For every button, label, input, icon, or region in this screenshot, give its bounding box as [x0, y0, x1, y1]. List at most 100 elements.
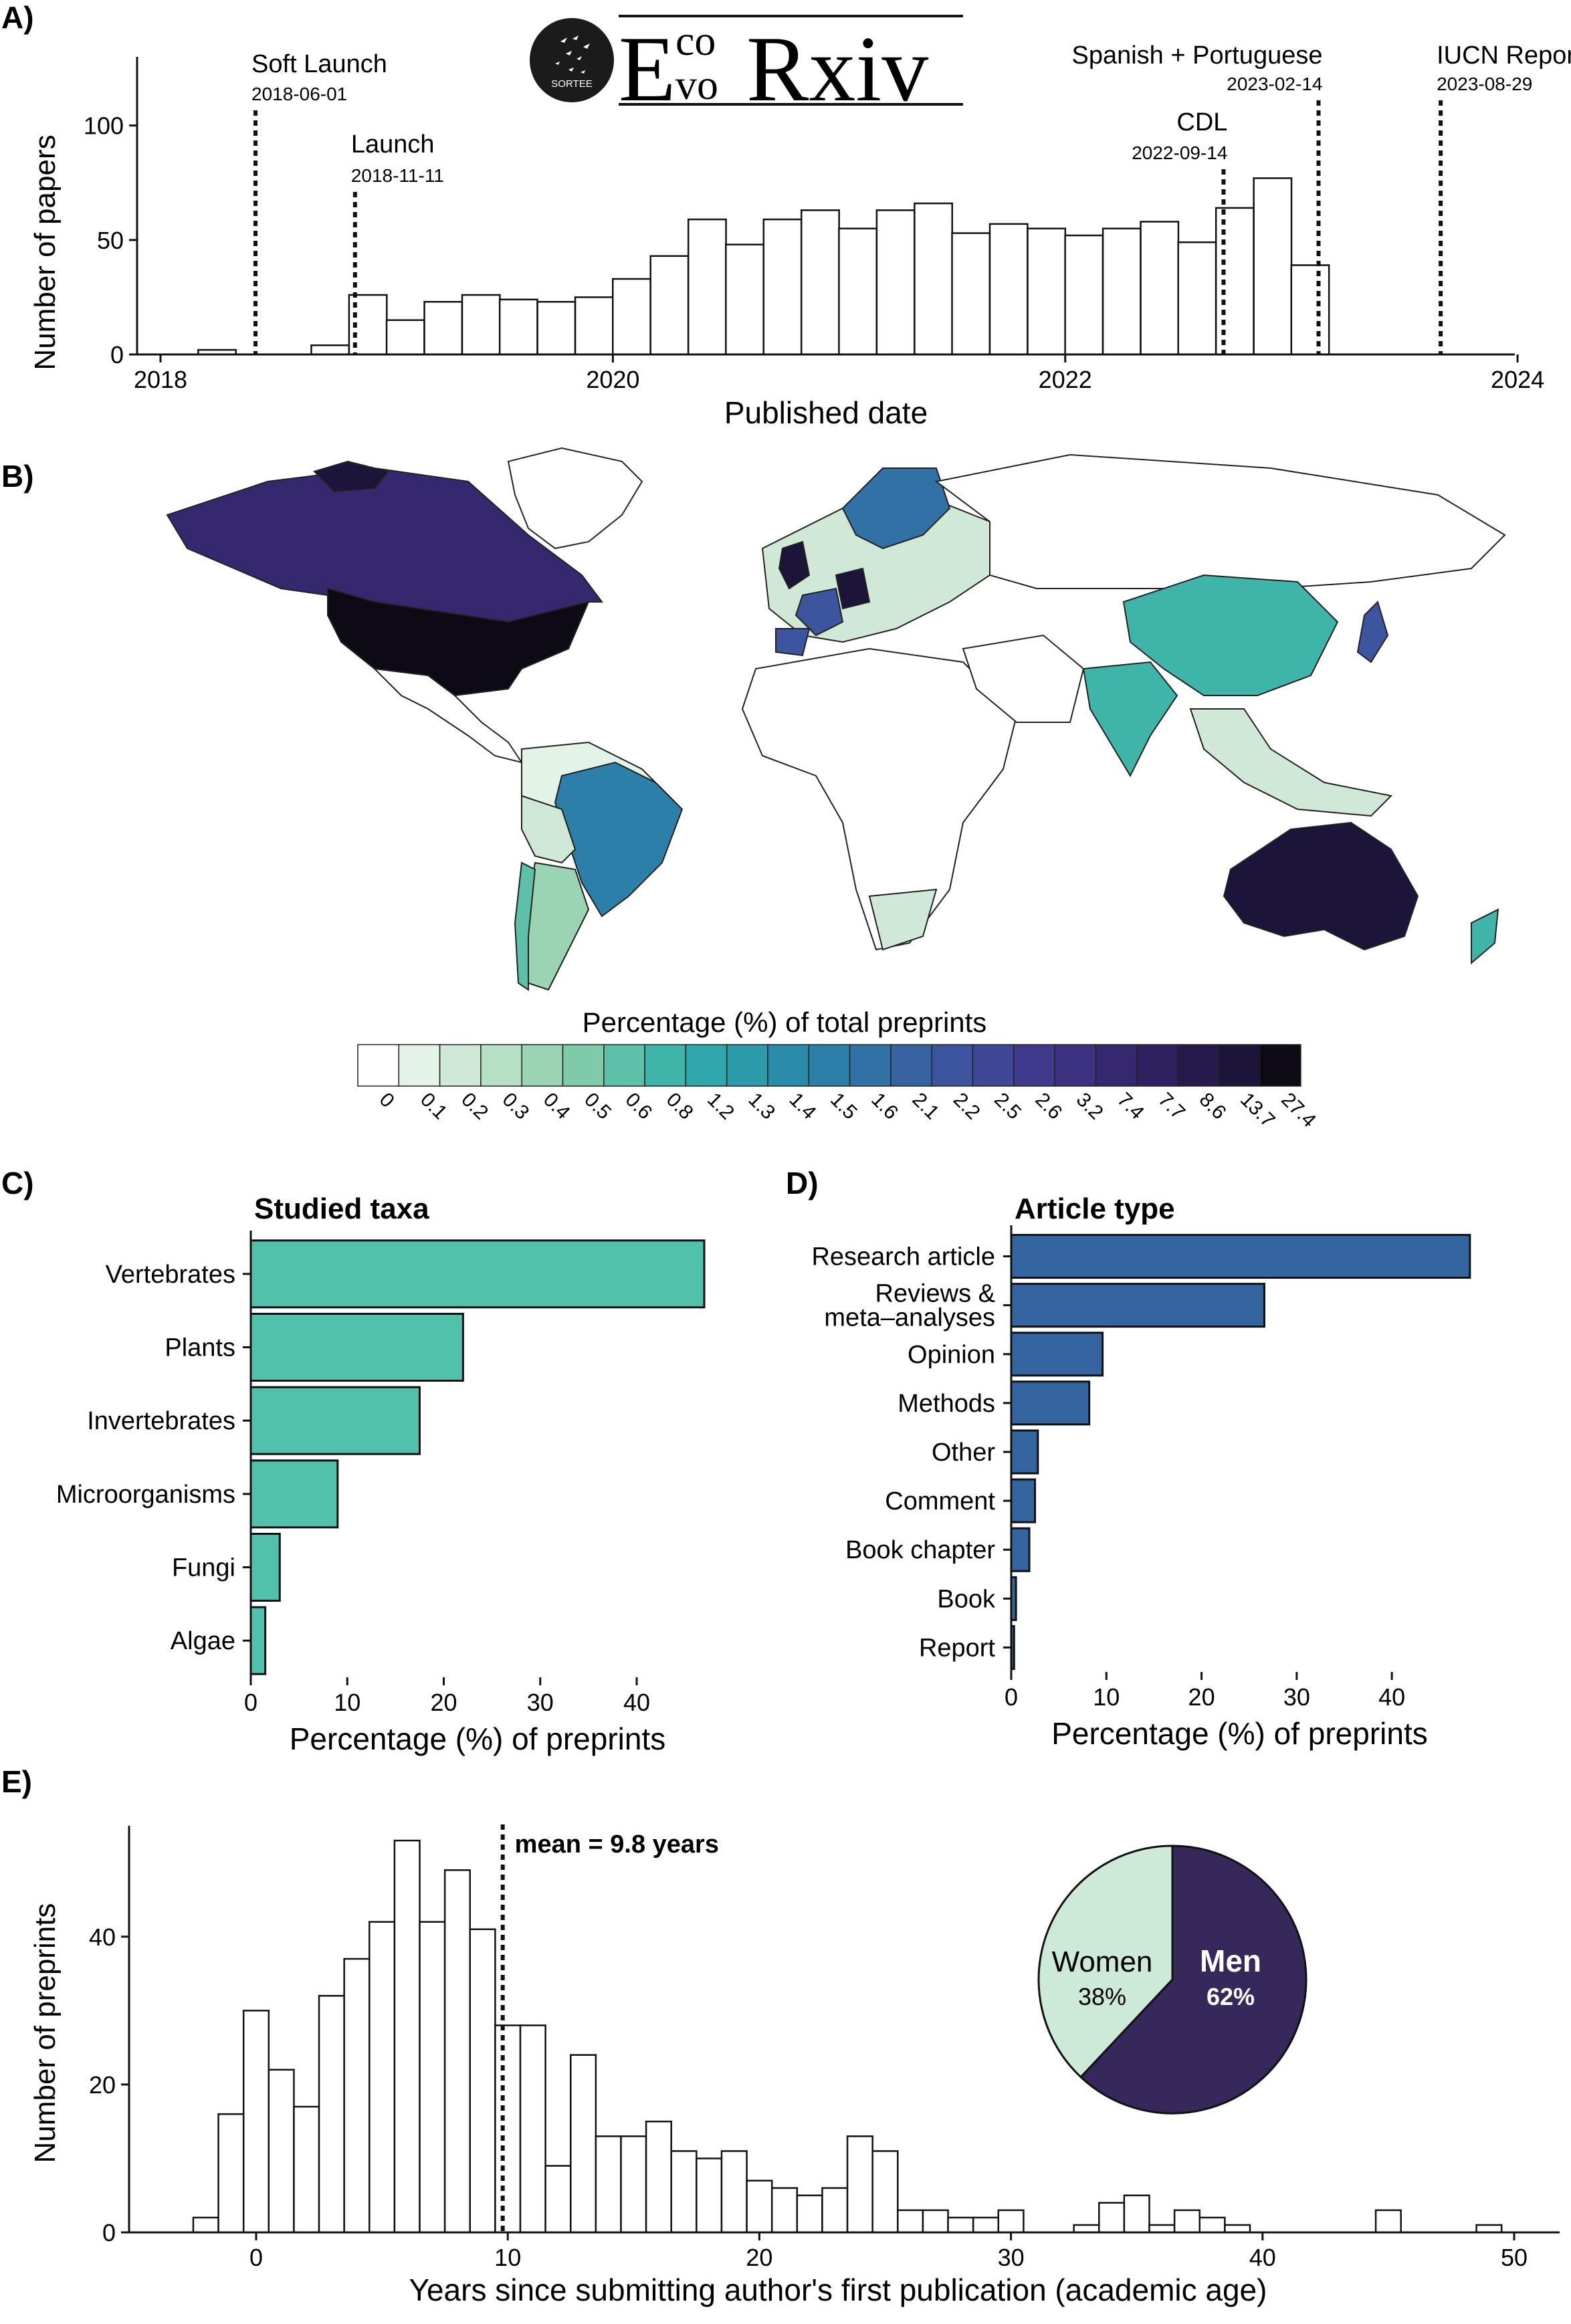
pie-slice-women	[1037, 1844, 1174, 2079]
histogram-bar	[988, 223, 1029, 356]
histogram-bar	[696, 2157, 723, 2234]
map-region-peru-bolivia	[521, 795, 577, 864]
histogram-bar	[461, 294, 501, 356]
histogram-bar	[922, 2209, 949, 2234]
panel-label-d: D)	[786, 1166, 819, 1200]
histogram-bar	[443, 1869, 472, 2234]
map-region-japan	[1356, 601, 1389, 663]
category-label: Plants	[165, 1334, 235, 1362]
event-date: 2018-06-01	[251, 84, 347, 104]
category-label: Invertebrates	[87, 1407, 235, 1435]
logo-letter-e: E	[619, 17, 676, 121]
panel-label-b: B)	[1, 459, 34, 494]
panel-b-world-map: Percentage (%) of total preprints 0 0.1 0.…	[166, 447, 1506, 1132]
histogram-bar	[620, 2135, 647, 2234]
legend-break-label: 27.4	[1277, 1089, 1320, 1132]
category-label: Reviews &	[875, 1280, 996, 1308]
legend-swatch	[439, 1044, 482, 1087]
legend-swatch	[357, 1044, 400, 1087]
legend-break-label: 0.6	[621, 1089, 657, 1124]
x-tick-label: 0	[1005, 1683, 1018, 1711]
x-tick-label: 0	[244, 1689, 257, 1716]
histogram-bar	[875, 209, 916, 356]
histogram-bar	[1064, 234, 1104, 356]
histogram-bar	[498, 298, 538, 356]
histogram-bar	[310, 344, 350, 356]
legend-break-label: 1.4	[785, 1089, 821, 1124]
category-label: Fungi	[172, 1554, 235, 1582]
logo-rxiv: Rxiv	[746, 17, 928, 121]
legend-break-label: 13.7	[1236, 1089, 1279, 1132]
legend-swatch	[931, 1044, 974, 1087]
histogram-bar	[293, 2105, 320, 2234]
logo-eco: co	[675, 17, 716, 64]
y-tick-label: 20	[89, 2071, 116, 2099]
category-label: Other	[932, 1439, 995, 1467]
histogram-bar	[1027, 227, 1067, 356]
x-tick-label: 2020	[586, 366, 639, 393]
histogram-bar	[645, 2120, 672, 2234]
pie-percent-women: 38%	[1078, 1983, 1126, 2010]
legend-break-label: 7.4	[1113, 1089, 1148, 1124]
category-label: Research article	[811, 1243, 995, 1271]
histogram-bar	[687, 218, 727, 356]
histogram-bar	[318, 1995, 345, 2234]
histogram-bar	[385, 319, 425, 356]
bar	[1010, 1332, 1104, 1377]
event-label: Spanish + Portuguese	[1071, 41, 1322, 70]
bar	[249, 1459, 339, 1529]
category-label: meta–analyses	[824, 1304, 995, 1332]
panel-label-c: C)	[1, 1166, 34, 1200]
histogram-bar	[1177, 241, 1217, 356]
histogram-bar	[1073, 2224, 1100, 2234]
x-axis-title: Percentage (%) of preprints	[1051, 1716, 1428, 1751]
x-tick-label: 30	[998, 2244, 1025, 2271]
legend-break-label: 0.3	[498, 1089, 534, 1124]
x-tick-label: 40	[623, 1689, 650, 1716]
x-tick-label: 30	[1283, 1683, 1310, 1711]
histogram-bar	[801, 209, 840, 356]
event-date: 2022-09-14	[1132, 142, 1227, 163]
legend-break-label: 0.1	[416, 1089, 451, 1124]
histogram-bar	[897, 2209, 924, 2234]
map-legend-title: Percentage (%) of total preprints	[583, 1007, 987, 1038]
histogram-bar	[1198, 2216, 1226, 2234]
map-region-chile	[514, 861, 536, 991]
sortee-badge-icon	[530, 18, 614, 102]
bar	[249, 1606, 267, 1675]
bar	[249, 1386, 421, 1455]
legend-break-label: 0.8	[662, 1089, 698, 1124]
legend-break-label: 2.5	[990, 1089, 1025, 1124]
category-label: Book chapter	[845, 1536, 995, 1564]
x-tick-label: 40	[1378, 1683, 1405, 1711]
bar	[1010, 1429, 1039, 1475]
panel-a-histogram: 0 50 100 2018 2020 2022 2024 Published date Numb…	[29, 41, 1571, 430]
map-region-spain	[775, 628, 811, 657]
legend-swatch	[1013, 1044, 1055, 1087]
panel-d-article-type: Article type Research article Reviews &met…	[811, 1192, 1471, 1751]
legend-break-label: 0.5	[580, 1089, 615, 1124]
histogram-bar	[972, 2216, 1000, 2234]
map-region-new-zealand	[1471, 908, 1499, 965]
histogram-bar	[838, 227, 878, 356]
map-region-southeast-asia	[1189, 708, 1393, 817]
histogram-bar	[570, 2054, 597, 2234]
event-label: CDL	[1176, 108, 1227, 136]
histogram-bar	[423, 301, 463, 356]
histogram-bar	[494, 2024, 522, 2234]
legend-swatch	[1054, 1044, 1097, 1087]
histogram-bar	[871, 2150, 899, 2234]
map-region-china	[1122, 574, 1339, 696]
histogram-bar	[544, 2165, 572, 2234]
histogram-bar	[192, 2216, 219, 2234]
map-region-united-states	[327, 587, 590, 697]
pie-label-men: Men	[1200, 1943, 1261, 1978]
histogram-bar	[268, 2069, 295, 2234]
legend-break-label: 1.2	[703, 1089, 738, 1124]
histogram-bar	[821, 2187, 849, 2234]
histogram-bar	[419, 1921, 446, 2234]
map-region-scandinavia	[841, 467, 951, 550]
legend-swatch	[972, 1044, 1015, 1087]
map-region-france	[795, 587, 844, 637]
histogram-bar	[595, 2135, 622, 2234]
